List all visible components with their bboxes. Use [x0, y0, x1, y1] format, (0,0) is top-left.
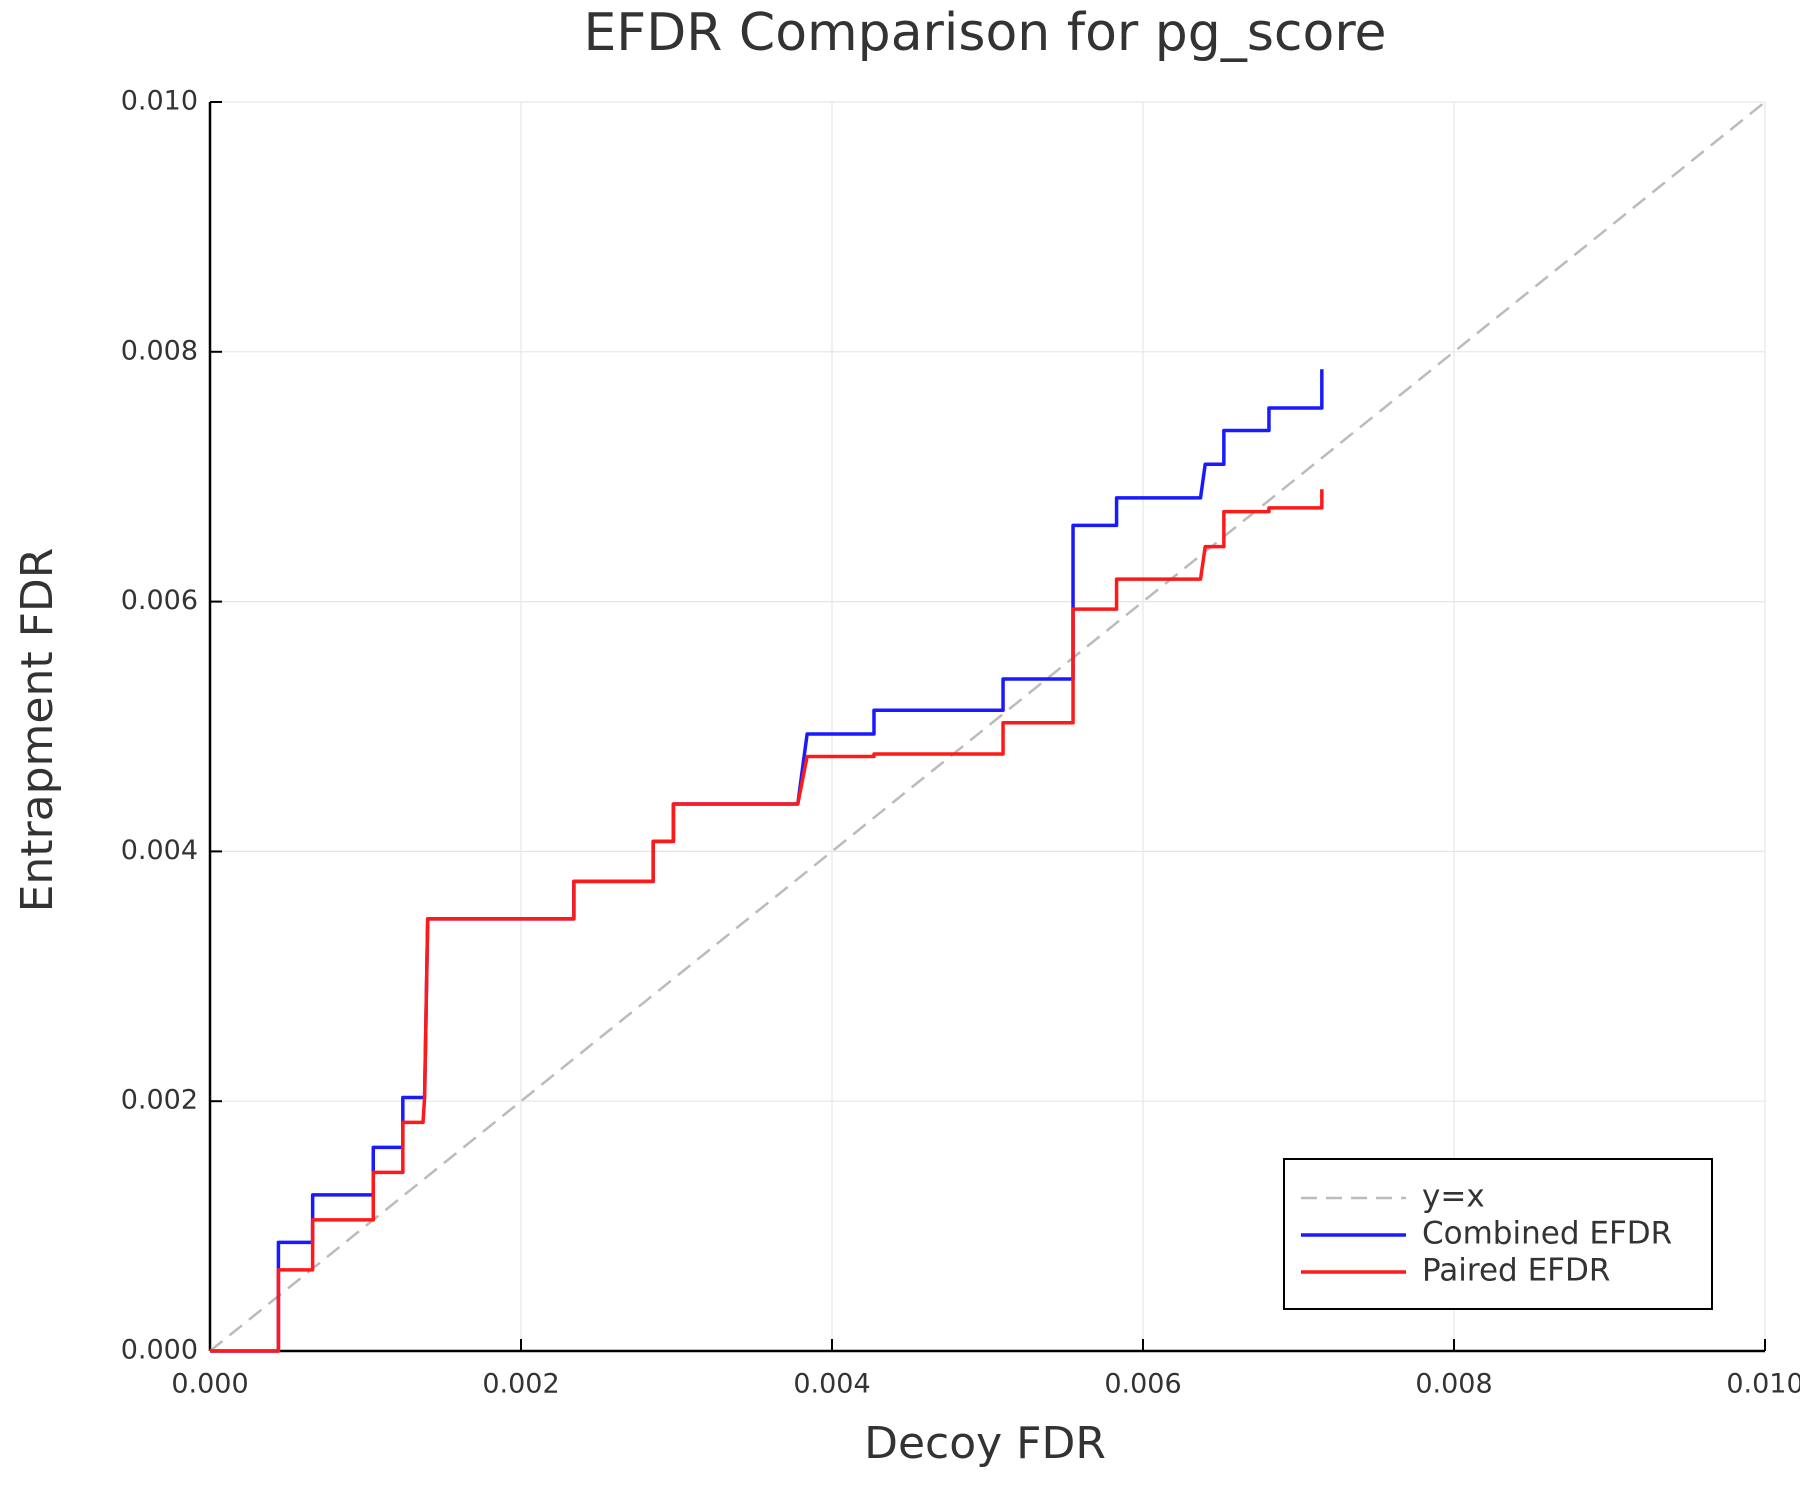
- x-axis-label: Decoy FDR: [864, 1418, 1106, 1469]
- x-tick-label: 0.008: [1415, 1369, 1492, 1400]
- series-line: [210, 369, 1324, 1353]
- x-tick-label: 0.010: [1726, 1369, 1800, 1400]
- chart-title: EFDR Comparison for pg_score: [583, 3, 1386, 63]
- x-tick-label: 0.004: [793, 1369, 870, 1400]
- y-tick-label: 0.004: [121, 835, 198, 866]
- y-tick-label: 0.000: [121, 1335, 198, 1366]
- y-tick-label: 0.008: [121, 335, 198, 366]
- series-line: [209, 101, 1766, 1352]
- legend-label: y=x: [1422, 1179, 1485, 1215]
- x-tick-label: 0.006: [1104, 1369, 1181, 1400]
- legend-label: Paired EFDR: [1422, 1253, 1610, 1289]
- y-axis-label: Entrapment FDR: [12, 548, 63, 913]
- x-tick-label: 0.002: [482, 1369, 559, 1400]
- y-tick-label: 0.010: [121, 86, 198, 117]
- series-line: [210, 489, 1324, 1353]
- x-tick-label: 0.000: [171, 1369, 248, 1400]
- legend-label: Combined EFDR: [1422, 1216, 1672, 1252]
- y-tick-label: 0.002: [121, 1085, 198, 1116]
- y-tick-label: 0.006: [121, 585, 198, 616]
